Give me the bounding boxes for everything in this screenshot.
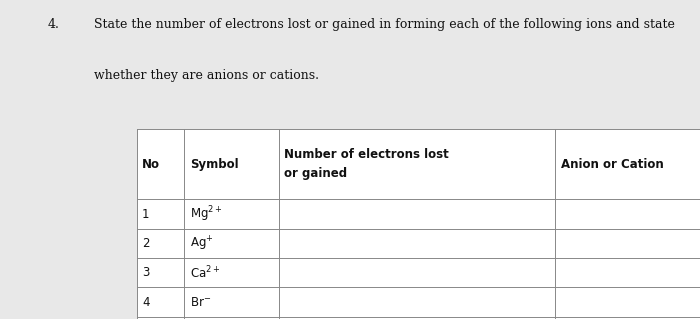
- Text: Number of electrons lost: Number of electrons lost: [284, 148, 449, 161]
- Text: or gained: or gained: [284, 167, 347, 181]
- Text: 4: 4: [142, 296, 150, 308]
- Text: Anion or Cation: Anion or Cation: [561, 158, 664, 171]
- Text: Ag$^{+}$: Ag$^{+}$: [190, 234, 214, 253]
- Text: Br$^{-}$: Br$^{-}$: [190, 296, 211, 308]
- Text: Mg$^{2+}$: Mg$^{2+}$: [190, 204, 223, 224]
- Text: Symbol: Symbol: [190, 158, 238, 171]
- Text: Ca$^{2+}$: Ca$^{2+}$: [190, 264, 220, 281]
- Text: 3: 3: [142, 266, 150, 279]
- Text: 1: 1: [142, 208, 150, 220]
- Text: whether they are anions or cations.: whether they are anions or cations.: [94, 69, 319, 82]
- Text: State the number of electrons lost or gained in forming each of the following io: State the number of electrons lost or ga…: [94, 18, 676, 31]
- Text: No: No: [142, 158, 160, 171]
- Text: 4.: 4.: [48, 18, 60, 31]
- Text: 2: 2: [142, 237, 150, 250]
